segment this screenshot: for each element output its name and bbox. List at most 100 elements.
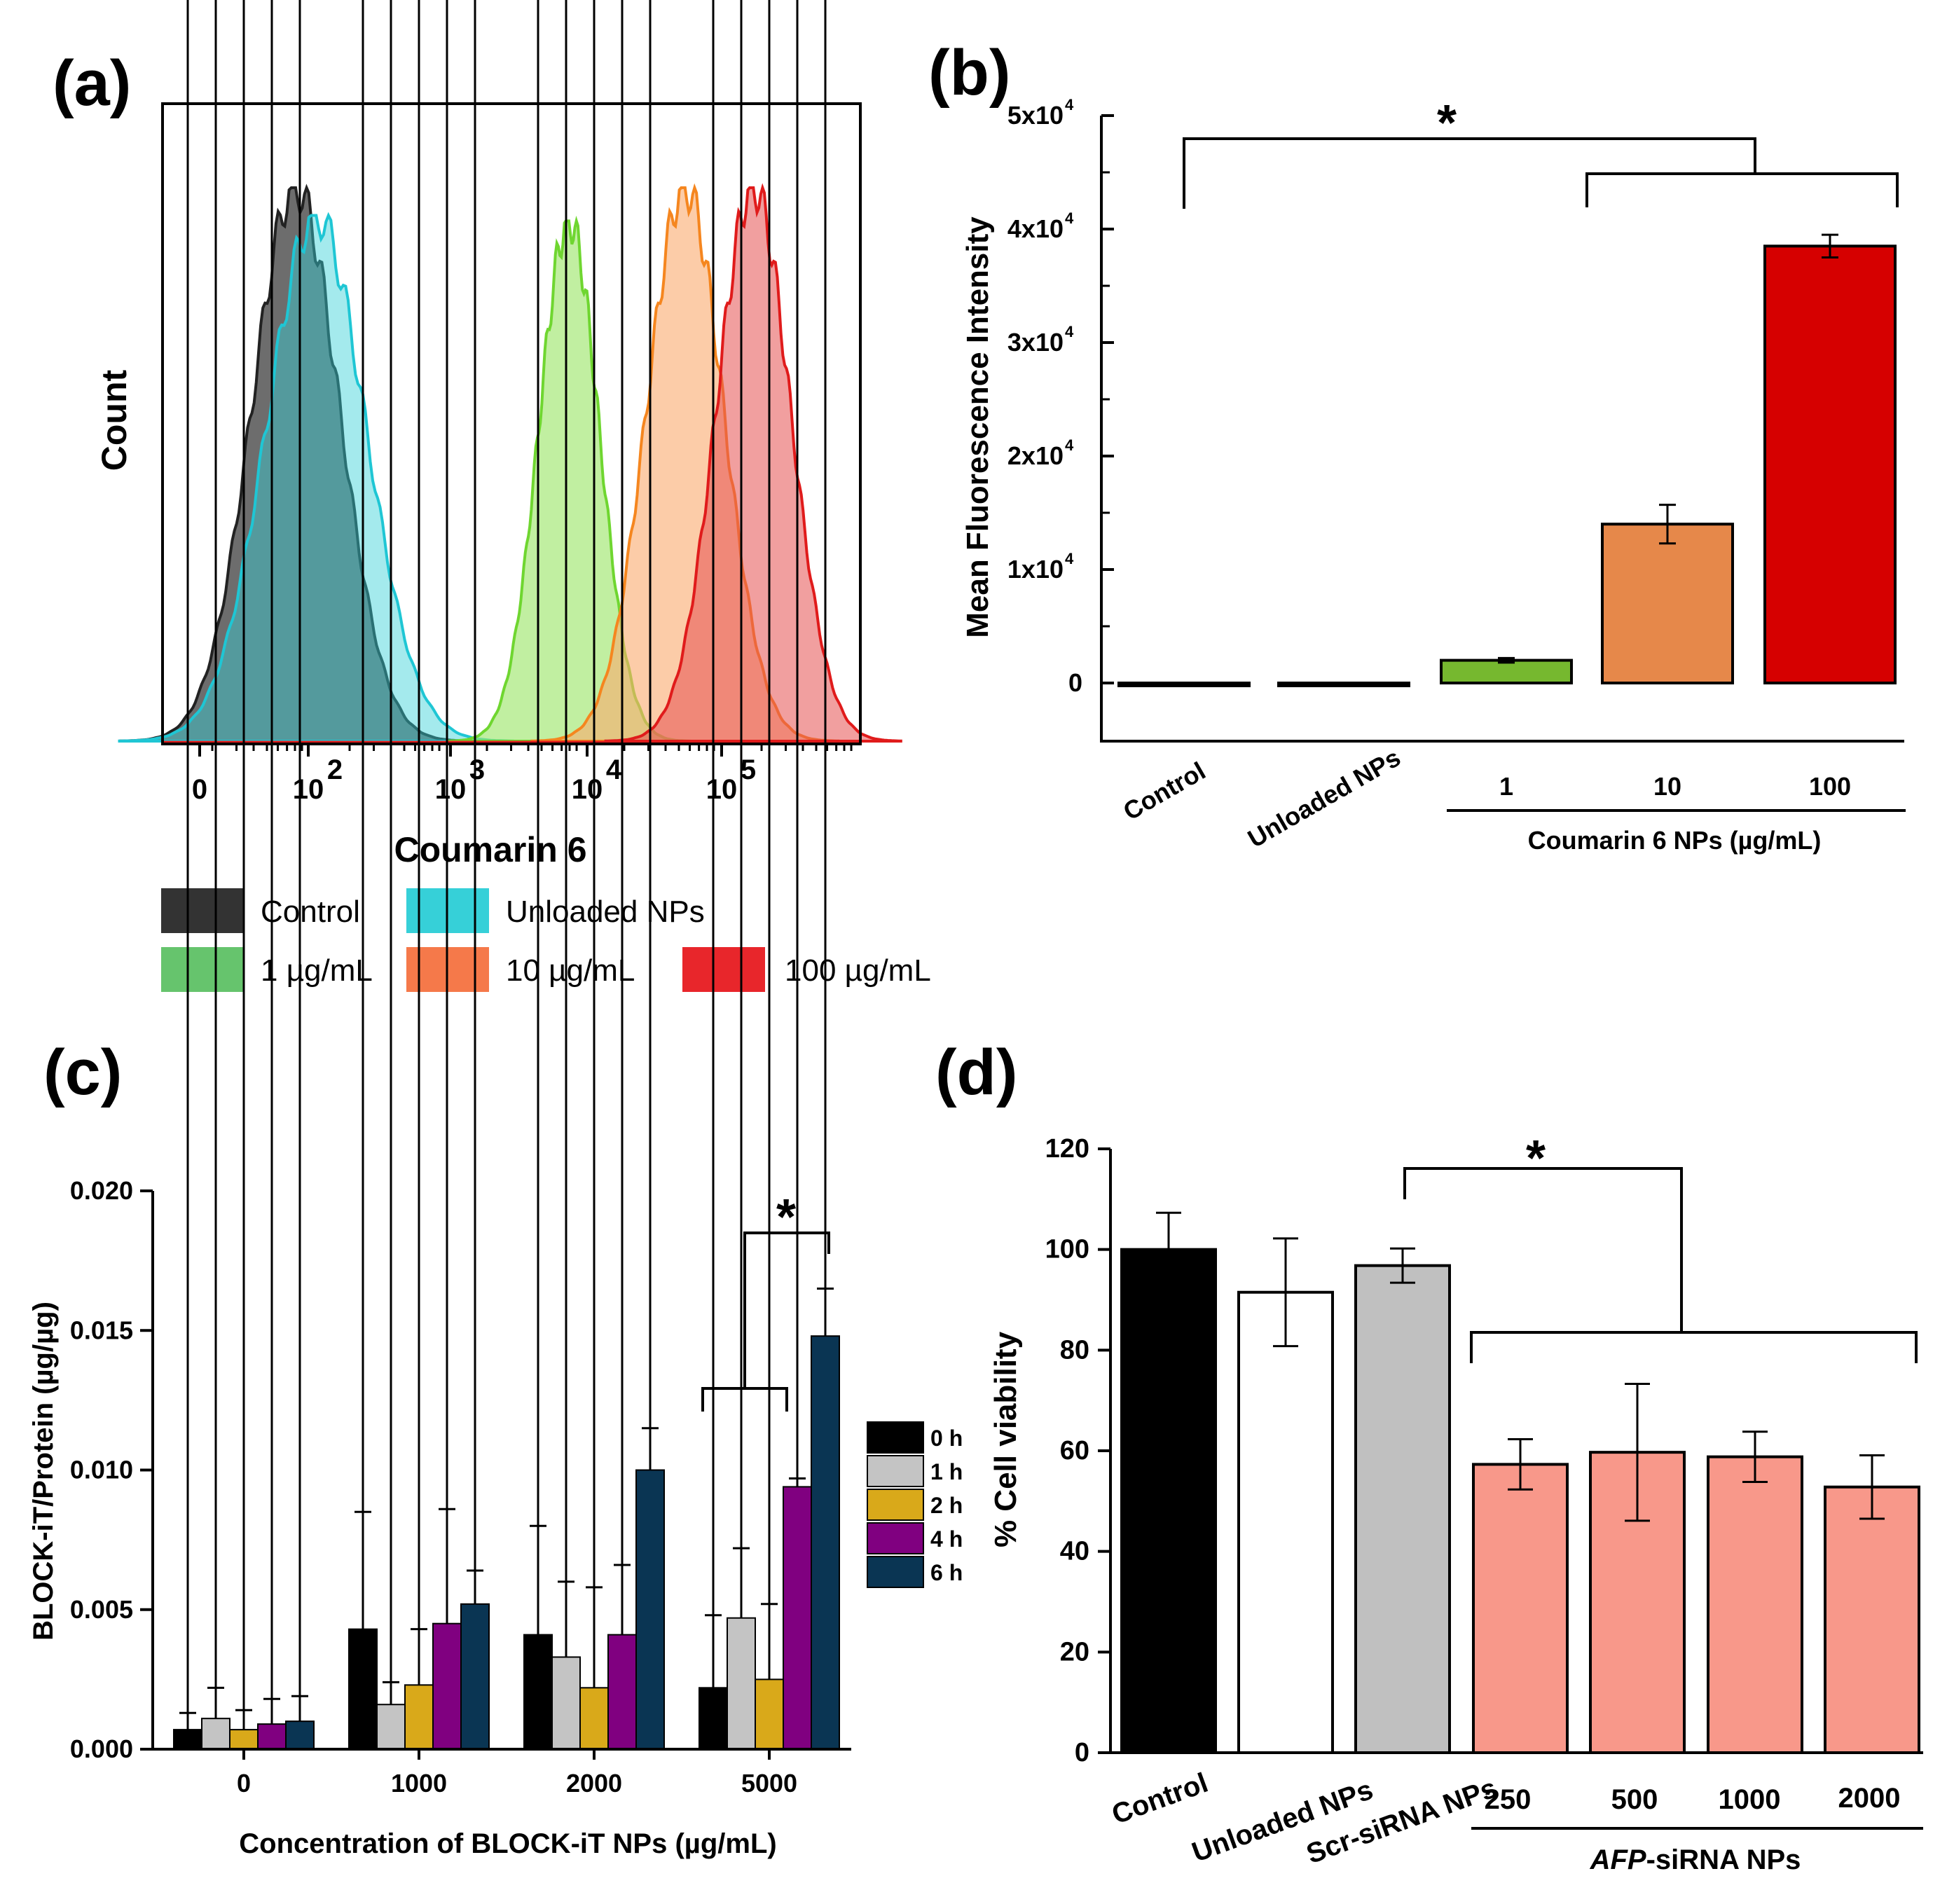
legend-swatch <box>867 1455 924 1487</box>
y-tick-label: 0.005 <box>70 1595 133 1624</box>
bar-6h-0 <box>285 1720 315 1750</box>
x-tick-label: 0 <box>237 1769 251 1798</box>
y-tick-label: 60 <box>1060 1436 1089 1465</box>
x-tick-label: 10 <box>435 774 467 805</box>
panel-c-label: (c) <box>43 1037 122 1108</box>
histogram-curves <box>118 183 902 745</box>
significance-star: * <box>776 1189 796 1246</box>
legend-swatch-control <box>161 888 244 933</box>
x-axis-title: Coumarin 6 <box>394 830 586 869</box>
y-tick-label: 0 <box>1068 668 1082 697</box>
bar-6 <box>1824 1485 1920 1754</box>
y-axis-title: Mean Fluorescence Intensity <box>961 216 995 638</box>
legend: 0 h 1 h 2 h 4 h 6 h <box>867 1421 963 1588</box>
bar-2 <box>1354 1264 1451 1754</box>
group-label: AFP-siRNA NPs <box>1590 1844 1801 1875</box>
bar-4h-1 <box>432 1622 462 1751</box>
bar-0h-2 <box>523 1634 553 1750</box>
legend-label-1: 1 µg/mL <box>261 953 373 988</box>
legend-label: 0 h <box>930 1426 963 1451</box>
legend-label: 2 h <box>930 1493 963 1518</box>
x-tick-label: 250 <box>1485 1784 1532 1815</box>
bar-4h-2 <box>607 1634 637 1750</box>
y-tick-label: 5x10 <box>1007 101 1064 130</box>
bar-1h-0 <box>201 1718 231 1751</box>
y-tick-label: 0.015 <box>70 1316 133 1344</box>
y-tick-exponent: 4 <box>1065 550 1074 567</box>
bar-2h-3 <box>755 1678 784 1750</box>
y-tick-exponent: 4 <box>1065 96 1074 113</box>
y-tick-label: 2x10 <box>1007 441 1064 470</box>
bar-1 <box>1237 1290 1334 1754</box>
bar-0 <box>1120 1248 1217 1754</box>
legend-label: 1 h <box>930 1459 963 1484</box>
bar-0 <box>1117 682 1251 687</box>
y-axis-title: % Cell viability <box>989 1331 1023 1547</box>
bar-4 <box>1763 244 1897 684</box>
y-tick-label: 1x10 <box>1007 555 1064 584</box>
legend-swatch-100 <box>682 947 765 992</box>
x-axis-title: Concentration of BLOCK-iT NPs (µg/mL) <box>239 1828 776 1859</box>
bar-1h-2 <box>551 1656 581 1751</box>
panel-d-label: (d) <box>935 1037 1017 1108</box>
legend-label: 6 h <box>930 1560 963 1585</box>
y-tick-label: 40 <box>1060 1537 1089 1566</box>
x-tick-label: 1000 <box>391 1769 447 1798</box>
legend-label-control: Control <box>261 895 360 929</box>
panel-b-label: (b) <box>928 37 1010 109</box>
legend-swatch <box>867 1556 924 1588</box>
bar-0h-0 <box>173 1729 202 1750</box>
x-tick-label: 10 <box>1653 772 1681 801</box>
bars <box>1120 1211 1920 1755</box>
x-tick-label: 10 <box>293 774 324 805</box>
bar-1h-1 <box>376 1704 406 1750</box>
group-label-italic: AFP <box>1590 1844 1646 1875</box>
legend-label-100: 100 µg/mL <box>785 953 931 988</box>
significance-bracket <box>1403 1167 1683 1332</box>
bar-3 <box>1472 1463 1569 1755</box>
histogram-100-g-ml <box>604 183 902 743</box>
x-tick-exponent: 4 <box>606 754 622 785</box>
bar-1 <box>1277 682 1410 687</box>
y-tick-label: 4x10 <box>1007 214 1064 243</box>
bar-2h-1 <box>404 1684 434 1750</box>
legend-swatch <box>867 1522 924 1554</box>
significance-star: * <box>1437 95 1457 151</box>
significance-bracket <box>743 1232 830 1388</box>
bar-6h-1 <box>460 1603 490 1751</box>
y-tick-label: 80 <box>1060 1335 1089 1365</box>
y-tick-label: 3x10 <box>1007 328 1064 357</box>
x-tick-label: Unloaded NPs <box>1243 743 1405 853</box>
bar-5 <box>1707 1455 1803 1755</box>
y-tick-label: 100 <box>1045 1235 1089 1264</box>
y-tick-exponent: 4 <box>1065 323 1074 340</box>
y-tick-label: 20 <box>1060 1637 1089 1667</box>
panel-a: (a) 0 10 2 10 3 10 4 10 5 Coumarin 6 Cou… <box>53 48 931 992</box>
significance-bracket <box>701 1387 788 1412</box>
bar-3 <box>1601 523 1734 685</box>
significance-bracket <box>1183 137 1756 209</box>
legend-label-10: 10 µg/mL <box>506 953 635 988</box>
histogram-unloaded-nps <box>118 212 514 743</box>
y-tick-label: 0 <box>1075 1738 1089 1767</box>
y-tick-label: 0.020 <box>70 1176 133 1205</box>
x-tick-label: 1000 <box>1719 1784 1781 1815</box>
y-tick-label: 0.000 <box>70 1734 133 1763</box>
bar-0h-3 <box>699 1687 728 1751</box>
legend-swatch-1 <box>161 947 244 992</box>
bar-6h-2 <box>635 1469 665 1750</box>
y-axis-ticks: 0 20 40 60 80 100 120 <box>1045 1134 1110 1767</box>
panel-d: (d) 0 20 40 60 80 100 120 % Cell viability Con… <box>935 1037 1923 1875</box>
y-tick-exponent: 4 <box>1065 209 1074 227</box>
x-tick-label: 2000 <box>1838 1783 1901 1814</box>
x-tick-label: 100 <box>1809 772 1851 801</box>
x-tick-label: 5000 <box>741 1769 797 1798</box>
bar-2 <box>1440 658 1573 684</box>
y-axis-title: Count <box>95 369 134 471</box>
significance-bracket <box>1585 172 1899 207</box>
legend-label-unloaded: Unloaded NPs <box>506 895 705 929</box>
y-tick-exponent: 4 <box>1065 436 1074 454</box>
bar-1h-3 <box>727 1617 756 1751</box>
